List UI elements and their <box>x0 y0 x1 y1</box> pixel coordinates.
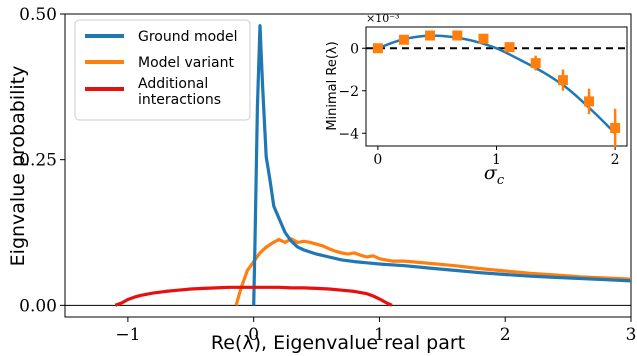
x-tick-label: −1 <box>115 325 140 345</box>
legend-label-additional-line1: Additional <box>138 76 208 92</box>
x-tick-label: 1 <box>374 325 385 345</box>
y-axis-label: Eignvalue probability <box>7 66 29 267</box>
y-tick-label: 0.25 <box>19 151 57 171</box>
legend: Ground model Model variant Additional in… <box>74 19 251 121</box>
x-tick-label: 0 <box>248 325 259 345</box>
inset-data-point <box>557 75 568 86</box>
legend-label-ground: Ground model <box>138 29 238 45</box>
inset-data-point <box>425 30 436 41</box>
series-line-model-variant <box>234 237 632 306</box>
x-axis-label: Re(λ), Eigenvalue real part <box>211 332 465 354</box>
main-series <box>114 24 632 307</box>
legend-label-variant: Model variant <box>138 55 234 71</box>
inset-data-point <box>530 58 541 69</box>
inset-fit-curve <box>377 34 616 135</box>
inset-data-point <box>584 96 595 107</box>
x-tick-label: 2 <box>500 325 511 345</box>
inset-y-tick-label: 0 <box>350 41 359 57</box>
y-tick-label: 0.50 <box>19 5 57 25</box>
x-tick-label: 3 <box>626 325 637 345</box>
legend-label-additional-line2: interactions <box>138 92 221 108</box>
inset-y-axis-label: Minimal Re(λ) <box>325 41 340 130</box>
inset-x-axis-label-main: σ <box>484 162 498 184</box>
series-line-additional-interactions <box>114 285 393 307</box>
inset-content: 0 1 2 0 −2 −4 <box>338 30 627 168</box>
legend-label-additional: Additional interactions <box>138 76 221 108</box>
inset-data-point <box>452 30 463 41</box>
legend-frame <box>74 19 251 121</box>
inset-data-point <box>504 42 515 53</box>
main-ticks: −1 0 1 2 3 0.00 0.25 0.50 <box>19 5 636 345</box>
inset-y-tick-label: −2 <box>338 84 359 100</box>
inset-data-point <box>478 33 489 44</box>
inset: 0 1 2 0 −2 −4 ×10⁻³ Minimal Re(λ) σc <box>325 12 628 188</box>
inset-x-axis-label: σc <box>484 162 505 188</box>
inset-y-multiplier: ×10⁻³ <box>366 12 399 25</box>
inset-data-point <box>398 34 409 45</box>
inset-x-tick-label: 0 <box>373 152 382 168</box>
inset-y-tick-label: −4 <box>338 126 359 142</box>
inset-data-point <box>372 43 383 54</box>
y-tick-label: 0.00 <box>19 296 57 316</box>
inset-data-point <box>610 122 621 133</box>
inset-plot-frame <box>365 26 628 147</box>
series-line-ground-model <box>252 24 632 306</box>
inset-x-axis-label-sub: c <box>497 173 505 188</box>
inset-x-tick-label: 2 <box>611 152 620 168</box>
inset-x-tick-label: 1 <box>492 152 501 168</box>
